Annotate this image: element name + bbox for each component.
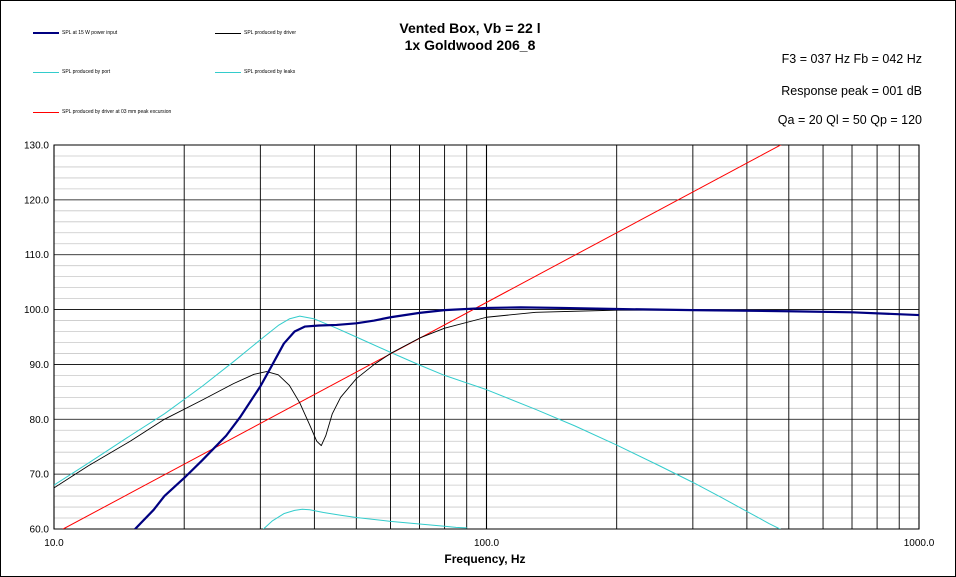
- legend-swatch-leaks-spl: [215, 71, 241, 73]
- x-tick-label: 10.0: [44, 538, 64, 549]
- x-tick-label: 100.0: [474, 538, 499, 549]
- f3-fb-info: F3 = 037 Hz Fb = 042 Hz: [781, 52, 922, 66]
- x-axis-label: Frequency, Hz: [444, 552, 526, 566]
- response-peak-info: Response peak = 001 dB: [781, 84, 922, 98]
- legend-item-port-spl: SPL produced by port: [33, 67, 110, 77]
- legend-item-excursion-spl: SPL produced by driver at 03 mm peak exc…: [33, 107, 171, 117]
- y-tick-label: 130.0: [24, 141, 49, 152]
- chart-title-line-1: Vented Box, Vb = 22 l: [399, 20, 541, 36]
- legend-swatch-total-spl: [33, 32, 59, 34]
- chart-title-line-2: 1x Goldwood 206_8: [404, 37, 536, 53]
- legend-label-leaks-spl: SPL produced by leaks: [244, 69, 296, 75]
- series-line-port-spl: [54, 315, 782, 529]
- grid-layer: [53, 144, 920, 530]
- plot-area-border: [53, 144, 920, 530]
- y-tick-label: 120.0: [24, 195, 49, 206]
- legend-label-total-spl: SPL at 15 W power input: [62, 30, 118, 36]
- series-line-excursion-spl: [62, 145, 782, 529]
- legend-item-total-spl: SPL at 15 W power input: [33, 28, 117, 38]
- y-tick-label: 110.0: [25, 250, 50, 261]
- chart-title: Vented Box, Vb = 22 l 1x Goldwood 206_8: [330, 20, 610, 54]
- y-tick-label: 80.0: [30, 415, 50, 426]
- series-line-total-spl: [134, 306, 919, 529]
- y-tick-label: 60.0: [30, 525, 50, 536]
- q-values-info: Qa = 20 Ql = 50 Qp = 120: [777, 113, 922, 127]
- x-tick-label: 1000.0: [904, 538, 935, 549]
- legend-label-port-spl: SPL produced by port: [62, 69, 111, 75]
- legend-item-driver-spl: SPL produced by driver: [215, 28, 296, 38]
- legend-label-excursion-spl: SPL produced by driver at 03 mm peak exc…: [62, 109, 172, 115]
- legend-item-leaks-spl: SPL produced by leaks: [215, 67, 295, 77]
- legend-swatch-port-spl: [33, 71, 59, 73]
- tick-layer: 60.0 70.0 80.0 90.0 100.0 110.0 120.0 130.0 10.0…: [24, 141, 935, 550]
- y-tick-label: 70.0: [30, 470, 50, 481]
- legend-swatch-excursion-spl: [33, 111, 59, 113]
- legend-label-driver-spl: SPL produced by driver: [244, 30, 297, 36]
- series-line-driver-spl: [54, 309, 919, 489]
- y-tick-label: 100.0: [24, 305, 49, 316]
- series-layer: [54, 145, 919, 529]
- legend-swatch-driver-spl: [215, 32, 241, 34]
- series-line-leaks-spl: [262, 508, 468, 529]
- y-tick-label: 90.0: [30, 360, 50, 371]
